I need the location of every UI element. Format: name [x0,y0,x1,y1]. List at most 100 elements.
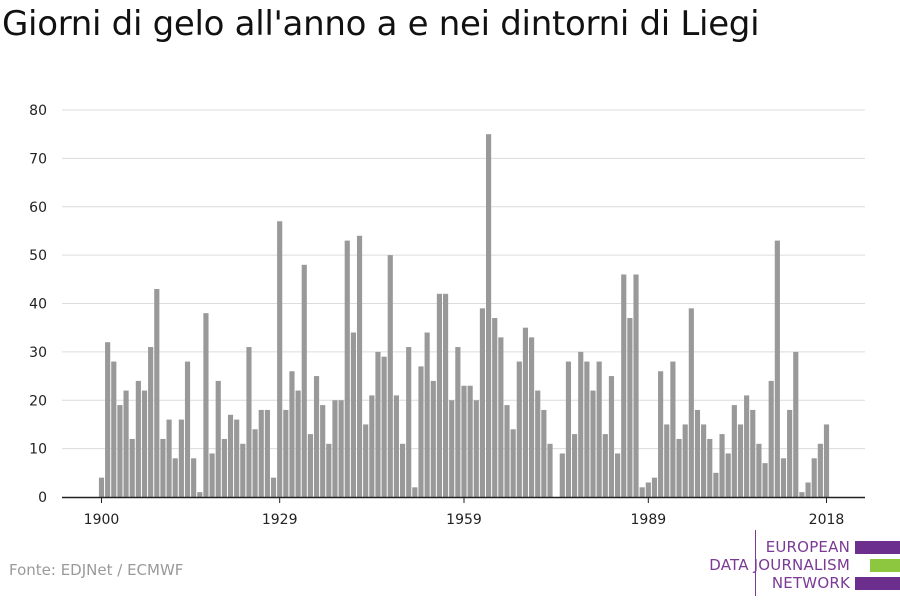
bar-1955 [436,293,442,497]
bar-1979 [584,361,590,497]
logo-line-2: DATA JOURNALISM [709,556,850,574]
bar-1982 [602,434,608,497]
y-tick-label: 50 [29,248,47,264]
bar-1917 [203,313,209,497]
bar-1976 [565,361,572,497]
bar-1992 [664,424,670,497]
y-tick-label: 80 [29,103,47,119]
bar-1915 [191,458,197,497]
y-tick-label: 40 [29,297,47,313]
edjnet-logo[interactable]: EUROPEAN DATA JOURNALISM NETWORK [700,530,900,596]
bar-1962 [479,308,486,497]
bar-1956 [442,293,449,497]
bar-2001 [719,434,725,497]
bar-1959 [461,385,467,497]
source-note: Fonte: EDJNet / ECMWF [9,561,184,579]
bar-1994 [676,438,682,497]
bar-1950 [406,347,412,497]
bar-1958 [455,347,461,497]
x-tick-label: 1900 [84,512,120,528]
logo-bar-green [870,559,900,572]
logo-bar-purple-top [855,541,900,554]
bar-2008 [762,463,768,497]
bar-1923 [240,443,246,497]
bar-1997 [694,409,701,497]
bar-2014 [799,492,805,497]
y-tick-label: 30 [29,345,47,361]
bar-1922 [234,419,240,497]
bar-1993 [670,361,676,497]
bar-2002 [725,453,731,497]
bar-1995 [682,424,688,497]
bar-1930 [283,409,289,497]
bar-1925 [252,429,258,497]
bar-1968 [516,361,522,497]
bar-1927 [264,409,270,497]
bar-1938 [332,400,338,497]
bar-1991 [658,371,664,497]
bar-1939 [338,400,344,497]
bar-1983 [608,376,615,497]
bar-1941 [350,332,356,497]
bar-1906 [135,380,141,497]
x-tick-label: 1959 [446,512,482,528]
bar-1946 [381,356,387,497]
bar-1957 [449,400,455,497]
bar-2000 [713,472,719,497]
bar-1985 [621,274,627,497]
bar-1981 [596,361,602,497]
bar-1972 [541,409,547,497]
bar-1971 [535,390,541,497]
bar-1970 [529,337,535,497]
bars [98,134,830,498]
bar-1931 [289,371,295,497]
y-tick-label: 20 [29,393,47,409]
bar-2005 [744,395,750,497]
y-axis-ticks: 0 10 20 30 40 50 60 70 80 [29,103,47,506]
bar-1904 [123,390,129,497]
bar-1903 [117,405,123,497]
bar-1952 [418,366,424,497]
bar-1964 [492,318,498,497]
bar-1916 [197,492,203,497]
bar-2007 [756,443,762,497]
bar-1911 [166,419,172,497]
bar-1960 [467,385,473,497]
bar-1945 [375,351,381,498]
bar-1998 [701,424,707,497]
bar-1908 [148,347,154,497]
bar-1932 [295,390,301,497]
bar-1914 [184,361,191,497]
bar-1937 [326,443,332,497]
bar-1990 [651,477,658,497]
bar-1918 [209,453,215,497]
logo-divider [755,530,756,596]
logo-bar-purple-bottom [855,577,900,590]
bar-2003 [731,405,737,497]
logo-line-1: EUROPEAN [765,538,850,556]
x-tick-label: 1989 [631,512,667,528]
bar-1905 [129,438,135,497]
x-axis: 1900 1929 1959 1989 2018 [62,496,865,528]
bar-1936 [320,405,326,497]
bar-1935 [313,376,320,497]
bar-1996 [688,308,694,497]
bar-1948 [393,395,399,497]
bar-1980 [590,390,596,497]
bar-2015 [805,482,811,497]
chart-title: Giorni di gelo all'anno a e nei dintorni… [2,4,760,44]
bar-1919 [215,380,221,497]
bar-1913 [178,419,184,497]
bar-1965 [498,337,504,497]
bar-2013 [793,351,799,498]
logo-text: EUROPEAN DATA JOURNALISM NETWORK [709,538,850,592]
bar-1933 [301,264,307,497]
bar-1951 [412,487,418,497]
bar-1988 [639,487,645,497]
bar-1954 [430,380,436,497]
bar-1907 [141,390,148,497]
bar-1989 [645,482,651,497]
y-tick-label: 60 [29,200,47,216]
bar-1924 [246,347,252,497]
